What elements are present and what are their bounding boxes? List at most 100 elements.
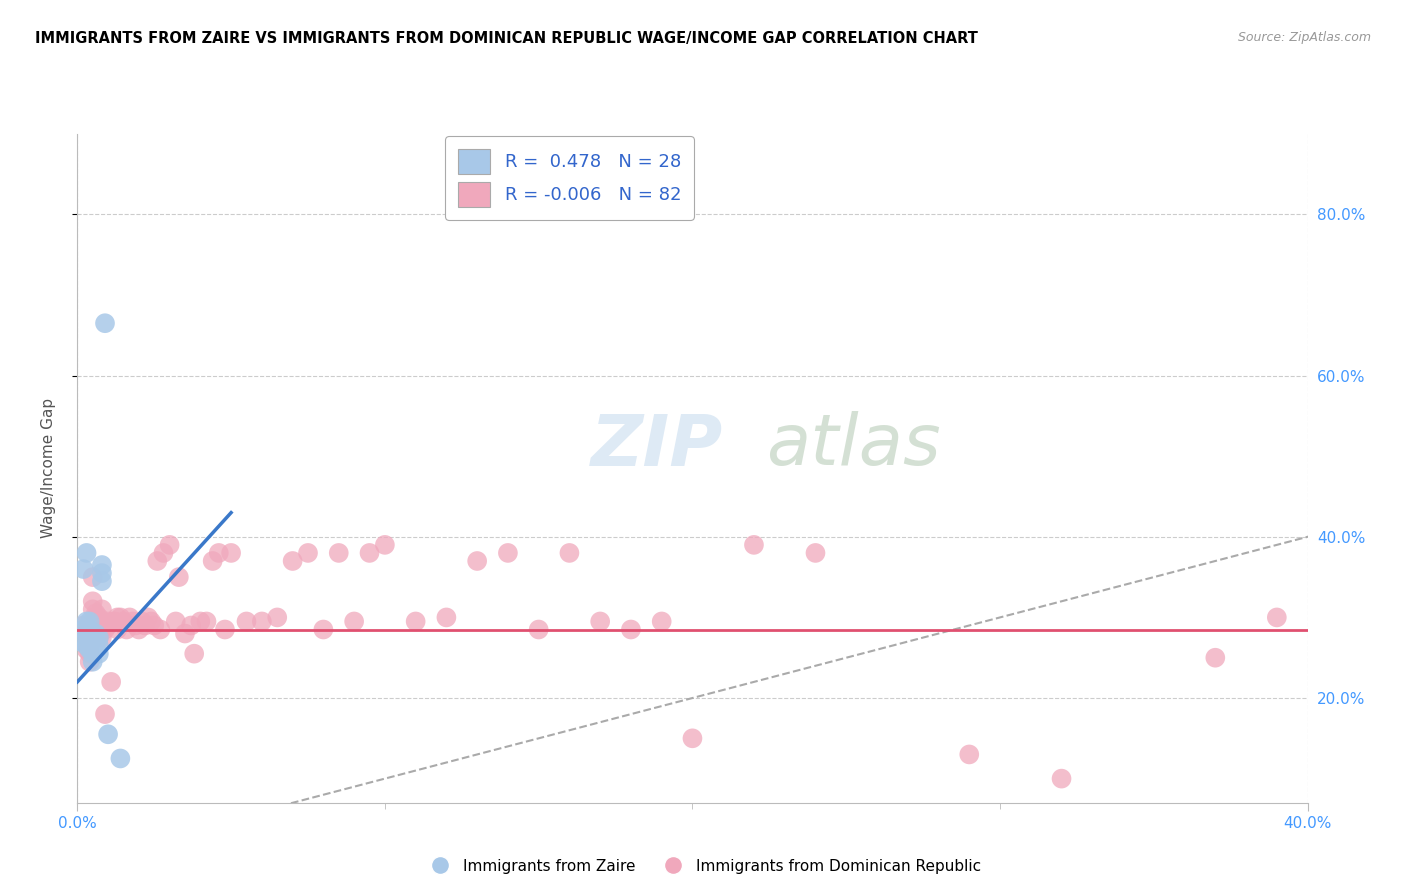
Point [103,615,125,629]
Point [94,707,117,722]
Point [651,615,673,629]
Point [266,610,288,624]
Point [250,615,273,629]
Point [79,642,101,657]
Point [82,615,104,629]
Point [72,562,94,576]
Point [76,615,98,629]
Point [188,615,212,629]
Point [84,626,107,640]
Point [84,642,107,657]
Point [152,546,174,560]
Point [90,566,114,580]
Point [87,631,110,645]
Point [82,602,104,616]
Y-axis label: Wage/Income Gap: Wage/Income Gap [42,398,56,539]
Point [94,623,117,637]
Point [97,618,120,632]
Point [72,631,94,645]
Point [90,615,114,629]
Point [97,615,120,629]
Point [69,634,91,648]
Point [620,623,643,637]
Point [82,626,104,640]
Point [146,554,169,568]
Point [76,626,98,640]
Point [79,639,101,653]
Point [82,570,104,584]
Point [208,546,231,560]
Point [72,618,94,632]
Point [87,631,110,645]
Point [281,554,304,568]
Point [527,623,550,637]
Point [183,647,205,661]
Point [159,538,181,552]
Point [90,558,114,572]
Point [84,634,107,648]
Point [558,546,581,560]
Point [405,615,427,629]
Point [112,615,135,629]
Point [94,316,117,330]
Point [72,623,94,637]
Point [136,610,159,624]
Point [82,639,104,653]
Point [76,639,98,653]
Point [742,538,765,552]
Point [496,546,519,560]
Point [79,623,101,637]
Point [76,642,98,657]
Point [105,623,128,637]
Point [167,570,190,584]
Point [82,655,104,669]
Point [957,747,980,762]
Point [90,602,114,616]
Point [235,615,257,629]
Text: Source: ZipAtlas.com: Source: ZipAtlas.com [1237,31,1371,45]
Point [87,639,110,653]
Point [297,546,319,560]
Point [82,594,104,608]
Point [343,615,366,629]
Point [110,610,132,624]
Point [1204,650,1226,665]
Point [328,546,350,560]
Point [82,631,104,645]
Point [84,607,107,621]
Point [84,610,107,624]
Point [195,615,218,629]
Point [90,574,114,589]
Point [82,647,104,661]
Point [87,647,110,661]
Text: IMMIGRANTS FROM ZAIRE VS IMMIGRANTS FROM DOMINICAN REPUBLIC WAGE/INCOME GAP CORR: IMMIGRANTS FROM ZAIRE VS IMMIGRANTS FROM… [35,31,979,46]
Point [84,610,107,624]
Point [201,554,224,568]
Point [143,618,166,632]
Point [121,615,143,629]
Point [1050,772,1073,786]
Point [105,610,128,624]
Point [79,655,101,669]
Point [149,623,172,637]
Point [97,727,120,741]
Point [110,751,132,765]
Point [165,615,187,629]
Point [84,623,107,637]
Point [79,615,101,629]
Point [131,615,153,629]
Point [76,626,98,640]
Point [79,647,101,661]
Point [115,623,138,637]
Point [1265,610,1288,624]
Point [436,610,458,624]
Point [87,610,110,624]
Text: atlas: atlas [766,411,941,481]
Point [134,618,156,632]
Point [128,623,150,637]
Point [103,615,125,629]
Legend: R =  0.478   N = 28, R = -0.006   N = 82: R = 0.478 N = 28, R = -0.006 N = 82 [446,136,693,219]
Point [174,626,197,640]
Point [79,634,101,648]
Point [79,634,101,648]
